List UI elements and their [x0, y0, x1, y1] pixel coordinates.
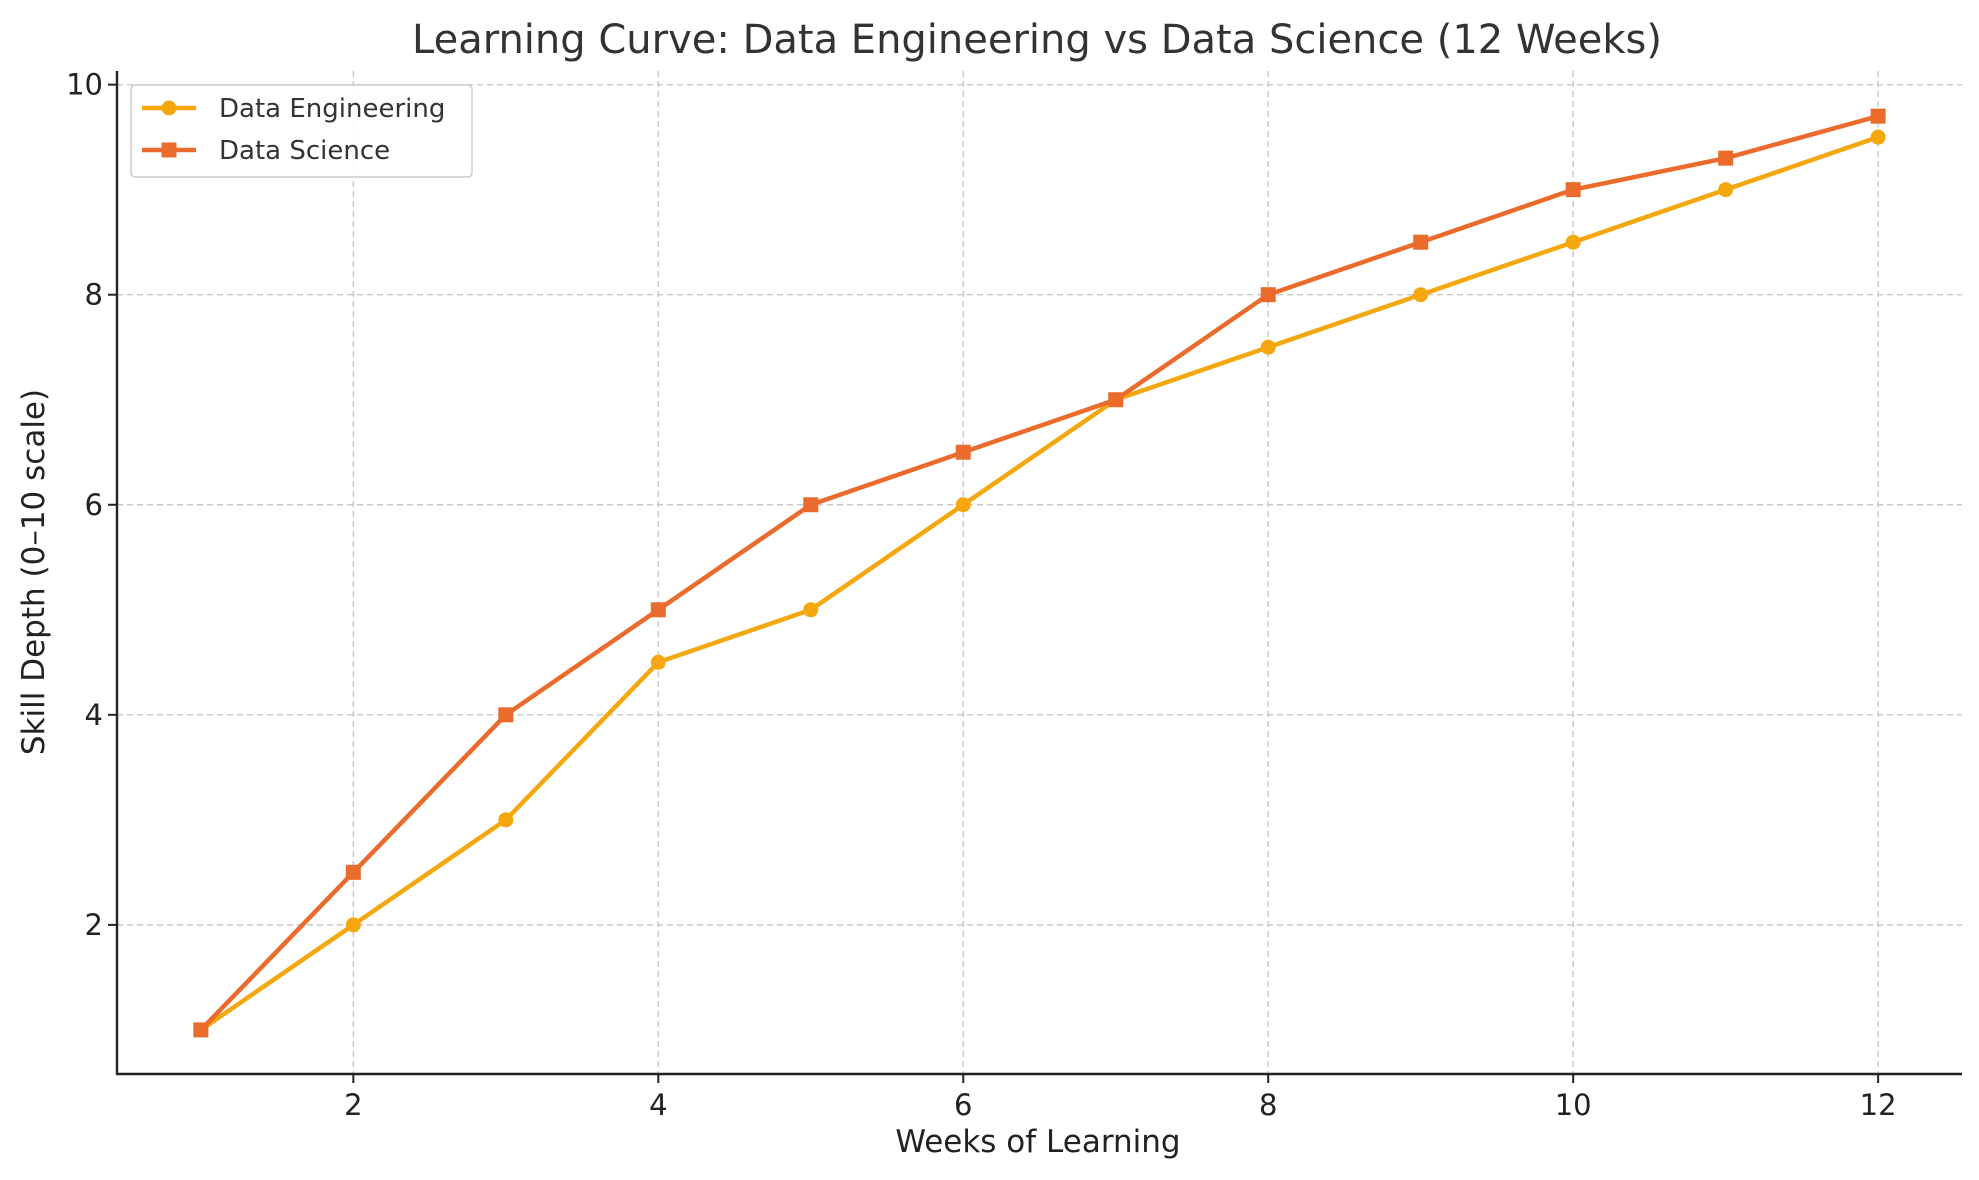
data-point-data-engineering	[1260, 339, 1276, 355]
axis-ticks: 2 4 6 8 10 12 2 4 6 8 10	[66, 68, 1896, 1122]
series-data-science	[193, 108, 1886, 1038]
data-point-data-engineering	[1565, 234, 1581, 250]
data-point-data-engineering	[1870, 129, 1886, 145]
x-tick-label: 2	[344, 1088, 362, 1122]
axes-spines	[115, 71, 1962, 1076]
x-tick-label: 12	[1860, 1088, 1897, 1122]
data-point-data-science	[650, 602, 666, 618]
legend-marker-data-science	[161, 142, 177, 158]
series-layer	[193, 108, 1886, 1038]
x-tick-label: 4	[649, 1088, 667, 1122]
x-tick-label: 6	[954, 1088, 972, 1122]
x-axis-label: Weeks of Learning	[895, 1124, 1180, 1160]
data-point-data-science	[955, 444, 971, 460]
data-point-data-science	[1718, 150, 1734, 166]
data-point-data-science	[1870, 108, 1886, 124]
data-point-data-engineering	[1718, 182, 1734, 198]
grid-lines	[117, 71, 1962, 1074]
data-point-data-science	[1108, 392, 1124, 408]
y-tick-label: 6	[85, 488, 103, 522]
legend-marker-data-engineering	[161, 100, 177, 116]
data-point-data-science	[193, 1022, 209, 1038]
data-point-data-science	[803, 497, 819, 513]
data-point-data-engineering	[955, 497, 971, 513]
series-line-data-engineering	[198, 134, 1881, 1033]
x-tick-label: 8	[1259, 1088, 1277, 1122]
series-line-data-science	[198, 113, 1881, 1033]
data-point-data-science	[345, 864, 361, 880]
data-point-data-engineering	[345, 917, 361, 933]
data-point-data-science	[1260, 287, 1276, 303]
legend-label-data-engineering: Data Engineering	[219, 94, 445, 124]
y-tick-label: 8	[85, 278, 103, 312]
data-point-data-engineering	[498, 812, 514, 828]
data-point-data-science	[1413, 234, 1429, 250]
legend-box	[130, 84, 473, 178]
legend-label-data-science: Data Science	[219, 136, 390, 166]
y-tick-label: 2	[85, 908, 103, 942]
series-data-engineering	[193, 129, 1886, 1038]
y-axis-label: Skill Depth (0–10 scale)	[16, 389, 52, 755]
y-tick-label: 10	[66, 68, 103, 102]
data-point-data-science	[1565, 182, 1581, 198]
legend: Data Engineering Data Science	[130, 84, 473, 178]
data-point-data-engineering	[650, 654, 666, 670]
data-point-data-engineering	[803, 602, 819, 618]
chart-title: Learning Curve: Data Engineering vs Data…	[412, 17, 1662, 63]
y-tick-label: 4	[85, 698, 103, 732]
x-tick-label: 10	[1555, 1088, 1592, 1122]
data-point-data-science	[498, 707, 514, 723]
data-point-data-engineering	[1413, 287, 1429, 303]
